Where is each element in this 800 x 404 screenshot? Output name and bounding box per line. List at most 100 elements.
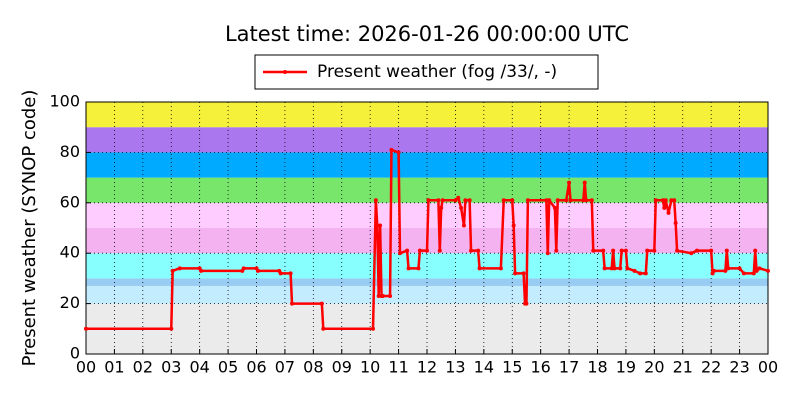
- data-point: [724, 248, 729, 253]
- data-point: [513, 271, 518, 276]
- data-point: [417, 248, 422, 253]
- data-point: [612, 266, 617, 271]
- data-point: [581, 198, 586, 203]
- data-point: [510, 198, 515, 203]
- data-point: [477, 266, 482, 271]
- data-point: [757, 266, 762, 271]
- x-tick-label: 20: [644, 358, 664, 377]
- data-point: [609, 266, 614, 271]
- data-point: [521, 271, 526, 276]
- data-point: [582, 180, 587, 185]
- data-point: [694, 248, 699, 253]
- x-tick-label: 00: [758, 358, 778, 377]
- data-point: [461, 223, 466, 228]
- y-tick-label: 100: [49, 92, 80, 111]
- y-tick-label: 60: [60, 192, 80, 211]
- data-point: [290, 301, 295, 306]
- y-tick-label: 0: [70, 344, 80, 363]
- data-point: [425, 248, 429, 253]
- data-point: [388, 294, 393, 299]
- data-point: [643, 271, 648, 276]
- data-point: [319, 301, 324, 306]
- data-point: [170, 268, 175, 273]
- data-point: [426, 198, 431, 203]
- data-point: [567, 180, 572, 185]
- data-point: [498, 266, 503, 271]
- data-point: [545, 251, 550, 256]
- data-point: [416, 266, 421, 271]
- data-point: [602, 266, 607, 271]
- data-point: [378, 223, 383, 228]
- data-point: [524, 301, 529, 306]
- data-point: [436, 198, 441, 203]
- data-point: [278, 271, 283, 276]
- data-point: [564, 198, 569, 203]
- data-point: [645, 248, 650, 253]
- plot-frame: [85, 101, 769, 355]
- data-point: [437, 248, 442, 253]
- data-point: [653, 198, 658, 203]
- data-point: [511, 223, 516, 228]
- x-tick-label: 02: [133, 358, 153, 377]
- y-tick-label: 40: [60, 243, 80, 262]
- data-point: [501, 198, 506, 203]
- x-tick-label: 16: [530, 358, 550, 377]
- data-point: [469, 248, 474, 253]
- data-point: [673, 220, 678, 225]
- x-tick-label: 09: [332, 358, 352, 377]
- data-point: [568, 198, 573, 203]
- x-tick-label: 04: [189, 358, 209, 377]
- legend-box: [254, 54, 599, 90]
- data-point: [623, 248, 628, 253]
- x-tick-label: 23: [729, 358, 749, 377]
- data-point: [723, 268, 728, 273]
- y-axis-label: Present weather (SYNOP code): [19, 90, 40, 367]
- data-point: [754, 268, 759, 273]
- data-point: [439, 205, 444, 210]
- data-point: [380, 294, 385, 299]
- data-point: [663, 198, 668, 203]
- data-point: [544, 198, 549, 203]
- data-point: [589, 198, 594, 203]
- data-point: [547, 198, 552, 203]
- data-point: [726, 266, 731, 271]
- data-point: [669, 198, 674, 203]
- x-tick-label: 10: [360, 358, 380, 377]
- data-point: [712, 268, 717, 273]
- data-point: [601, 248, 606, 253]
- x-tick-label: 08: [303, 358, 323, 377]
- x-tick-label: 17: [559, 358, 579, 377]
- x-tick-label: 21: [673, 358, 693, 377]
- data-point: [618, 266, 623, 271]
- data-point: [555, 198, 560, 203]
- x-tick-label: 11: [388, 358, 408, 377]
- data-point: [766, 268, 770, 273]
- data-point: [591, 248, 596, 253]
- data-point: [373, 198, 378, 203]
- data-point: [662, 205, 667, 210]
- data-point: [675, 248, 680, 253]
- data-point: [652, 248, 657, 253]
- x-tick-label: 05: [218, 358, 238, 377]
- y-tick-label: 20: [60, 293, 80, 312]
- legend-marker: [283, 70, 287, 74]
- data-point: [241, 266, 246, 271]
- chart-title: Latest time: 2026-01-26 00:00:00 UTC: [225, 22, 629, 46]
- x-tick-label: 12: [417, 358, 437, 377]
- y-tick-label: 80: [60, 142, 80, 161]
- data-point: [611, 248, 616, 253]
- data-point: [371, 326, 376, 331]
- x-tick-label: 03: [161, 358, 181, 377]
- data-point: [552, 205, 557, 210]
- x-tick-label: 13: [445, 358, 465, 377]
- x-tick-label: 15: [502, 358, 522, 377]
- data-point: [405, 248, 410, 253]
- data-point: [554, 248, 559, 253]
- data-point: [753, 248, 758, 253]
- data-point: [453, 198, 458, 203]
- data-point: [751, 271, 756, 276]
- background-band: [86, 152, 768, 178]
- data-point: [741, 271, 746, 276]
- background-band: [86, 127, 768, 153]
